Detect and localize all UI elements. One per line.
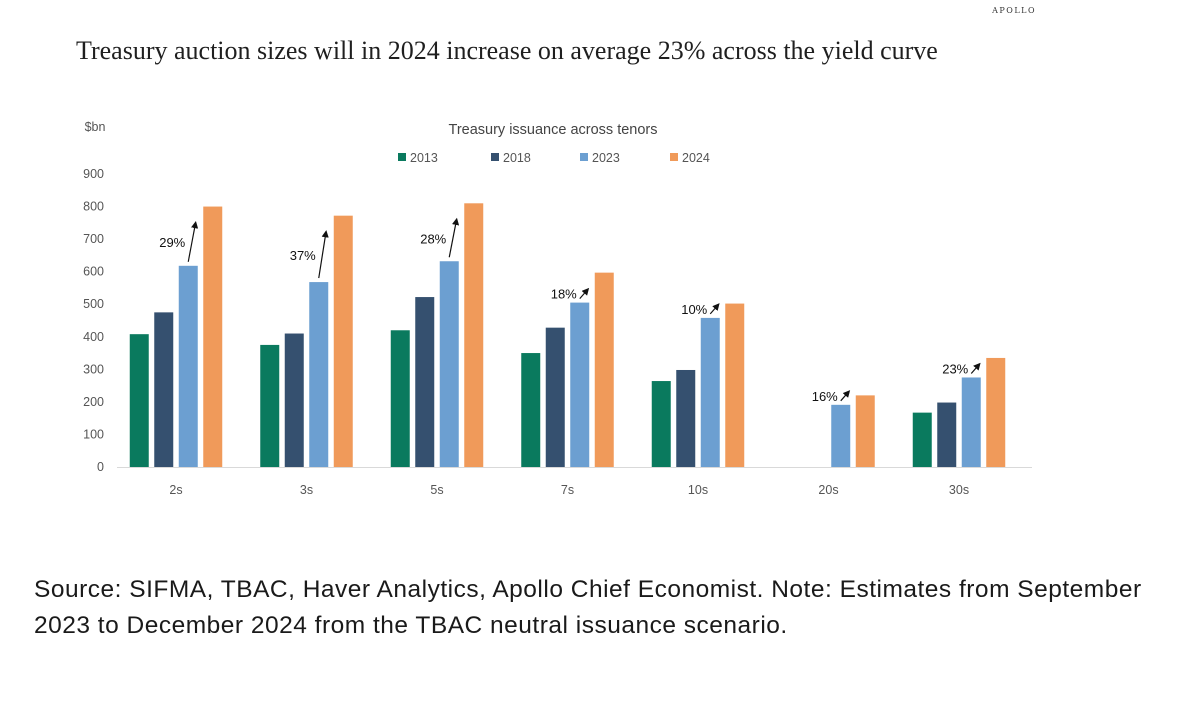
x-tick-label: 3s (300, 483, 313, 497)
growth-arrow (318, 230, 329, 279)
bars (129, 203, 1006, 468)
bar-2018-2s (154, 312, 174, 467)
y-tick-label: 700 (83, 232, 104, 246)
legend-label: 2023 (592, 151, 620, 165)
bar-2024-10s (725, 303, 745, 467)
bar-2024-20s (855, 395, 875, 467)
y-tick-label: 400 (83, 330, 104, 344)
y-tick-label: 100 (83, 427, 104, 441)
x-tick-label: 30s (949, 483, 969, 497)
growth-label: 18% (551, 287, 577, 302)
x-tick-label: 2s (169, 483, 182, 497)
growth-arrow (970, 362, 981, 374)
legend-label: 2013 (410, 151, 438, 165)
legend-label: 2024 (682, 151, 710, 165)
growth-label: 23% (942, 361, 968, 376)
brand-logo: APOLLO (992, 6, 1036, 15)
y-tick-label: 600 (83, 265, 104, 279)
bar-2013-10s (651, 381, 671, 467)
growth-arrow (187, 221, 199, 262)
y-tick-label: 300 (83, 362, 104, 376)
bar-2018-7s (545, 327, 565, 467)
y-tick-label: 800 (83, 200, 104, 214)
bar-2024-30s (986, 357, 1006, 467)
growth-label: 28% (420, 231, 446, 246)
bar-2023-7s (570, 302, 590, 467)
growth-annotations: 29% 37% 28% 18% 10% 16% 23% (159, 217, 981, 404)
bar-2023-20s (831, 404, 851, 467)
page-title: Treasury auction sizes will in 2024 incr… (76, 36, 938, 65)
bar-2013-5s (390, 330, 410, 467)
bar-2023-3s (309, 282, 329, 467)
bar-2024-3s (333, 215, 353, 467)
growth-arrow (840, 390, 851, 402)
growth-label: 10% (681, 302, 707, 317)
x-axis: 2s 3s 5s 7s 10s 20s 30s (169, 483, 969, 497)
y-unit-label: $bn (85, 120, 106, 134)
growth-label: 29% (159, 235, 185, 250)
legend-label: 2018 (503, 151, 531, 165)
legend-swatch (398, 153, 406, 161)
bar-2013-3s (260, 344, 280, 467)
x-tick-label: 10s (688, 483, 708, 497)
bar-2023-30s (961, 377, 981, 467)
y-tick-label: 500 (83, 297, 104, 311)
bar-chart: Treasury issuance across tenors $bn 2013… (83, 120, 1032, 497)
bar-2023-5s (439, 261, 459, 467)
bar-2024-2s (203, 206, 223, 468)
x-tick-label: 20s (818, 483, 838, 497)
bar-2018-10s (676, 369, 696, 467)
bar-2024-7s (594, 272, 614, 467)
legend-swatch (670, 153, 678, 161)
growth-arrow (709, 303, 720, 315)
chart-title: Treasury issuance across tenors (449, 122, 658, 138)
bar-2023-10s (700, 317, 720, 467)
legend: 2013 2018 2023 2024 (398, 151, 710, 165)
x-tick-label: 7s (561, 483, 574, 497)
bar-2023-2s (178, 265, 198, 467)
growth-label: 16% (812, 389, 838, 404)
legend-swatch (580, 153, 588, 161)
bar-2013-7s (521, 353, 541, 467)
y-tick-label: 200 (83, 395, 104, 409)
y-tick-label: 900 (83, 167, 104, 181)
growth-label: 37% (290, 248, 316, 263)
bar-2018-3s (284, 333, 304, 467)
y-axis: 0 100 200 300 400 500 600 700 800 900 (83, 167, 104, 474)
growth-arrow (448, 217, 460, 258)
source-note: Source: SIFMA, TBAC, Haver Analytics, Ap… (34, 576, 1142, 639)
bar-2018-5s (415, 297, 435, 467)
growth-arrow (579, 287, 590, 299)
legend-swatch (491, 153, 499, 161)
bar-2013-2s (129, 334, 149, 467)
bar-2024-5s (464, 203, 484, 468)
x-tick-label: 5s (430, 483, 443, 497)
y-tick-label: 0 (97, 460, 104, 474)
bar-2018-30s (937, 402, 957, 467)
bar-2013-30s (912, 412, 932, 467)
